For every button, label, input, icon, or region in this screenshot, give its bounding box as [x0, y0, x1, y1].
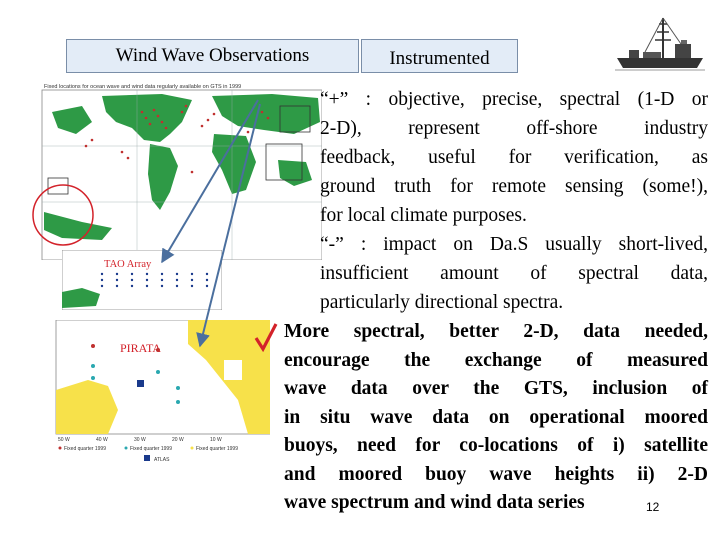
recommendation-line: and moored buoy wave heights ii) 2-D: [284, 463, 708, 485]
highlight-circle-icon: [32, 184, 94, 246]
svg-text:40 W: 40 W: [96, 437, 108, 443]
recommendation-line: in situ wave data on operational moored: [284, 406, 708, 428]
recommendation-line: buoys, need for co-locations of i) satel…: [284, 435, 708, 456]
svg-text:30 W: 30 W: [134, 437, 146, 443]
world-map-caption: Fixed locations for ocean wave and wind …: [44, 84, 241, 90]
cons-paragraph: “-” : impact on Da.S usually short-lived…: [320, 230, 708, 317]
legend-item-4: ATLAS: [154, 457, 170, 463]
svg-text:50 W: 50 W: [58, 437, 70, 443]
ship-icon: [615, 17, 705, 71]
pros-line: feedback, useful for verification, as: [320, 147, 708, 168]
recommendation-paragraph: More spectral, better 2-D, data needed, …: [284, 318, 708, 518]
pros-line: 2-D), represent off-shore industry: [320, 118, 708, 139]
atlas-legend: ATLAS: [144, 455, 170, 463]
instrumented-label: Instrumented: [389, 48, 490, 69]
pros-paragraph: “+” : objective, precise, spectral (1-D …: [320, 85, 708, 230]
arrows-overlay: [161, 99, 261, 348]
recommendation-line: More spectral, better 2-D, data needed,: [284, 321, 708, 342]
cons-line: insufficient amount of spectral data,: [320, 263, 708, 284]
recommendation-line: wave data over the GTS, inclusion of: [284, 378, 708, 399]
svg-text:10 W: 10 W: [210, 437, 222, 443]
pros-line: for local climate purposes.: [320, 205, 527, 226]
pros-line: “+” : objective, precise, spectral (1-D …: [320, 89, 708, 110]
svg-text:20 W: 20 W: [172, 437, 184, 443]
cons-line: particularly directional spectra.: [320, 292, 564, 313]
page-number: 12: [646, 500, 660, 514]
recommendation-line: wave spectrum and wind data series: [284, 492, 585, 513]
cons-line: “-” : impact on Da.S usually short-lived…: [320, 234, 708, 255]
tao-array-map-image: TAO Array: [62, 250, 222, 310]
pirata-label: PIRATA: [120, 341, 161, 355]
legend-item-2: Fixed quarter 1999: [130, 446, 172, 452]
check-icon: [254, 323, 278, 352]
tao-array-label: TAO Array: [104, 259, 152, 270]
slide-title: Wind Wave Observations: [115, 45, 310, 66]
pirata-map-image: PIRATA 50 W 40 W 30 W 20 W 10 W Fixed quart…: [55, 320, 270, 452]
instrumented-box: Instrumented: [361, 39, 518, 73]
slide-title-box: Wind Wave Observations: [66, 39, 359, 73]
legend-item-3: Fixed quarter 1999: [196, 446, 238, 452]
pros-line: ground truth for remote sensing (some!),: [320, 176, 708, 197]
legend-item-1: Fixed quarter 1999: [64, 446, 106, 452]
recommendation-line: encourage the exchange of measured: [284, 349, 708, 371]
